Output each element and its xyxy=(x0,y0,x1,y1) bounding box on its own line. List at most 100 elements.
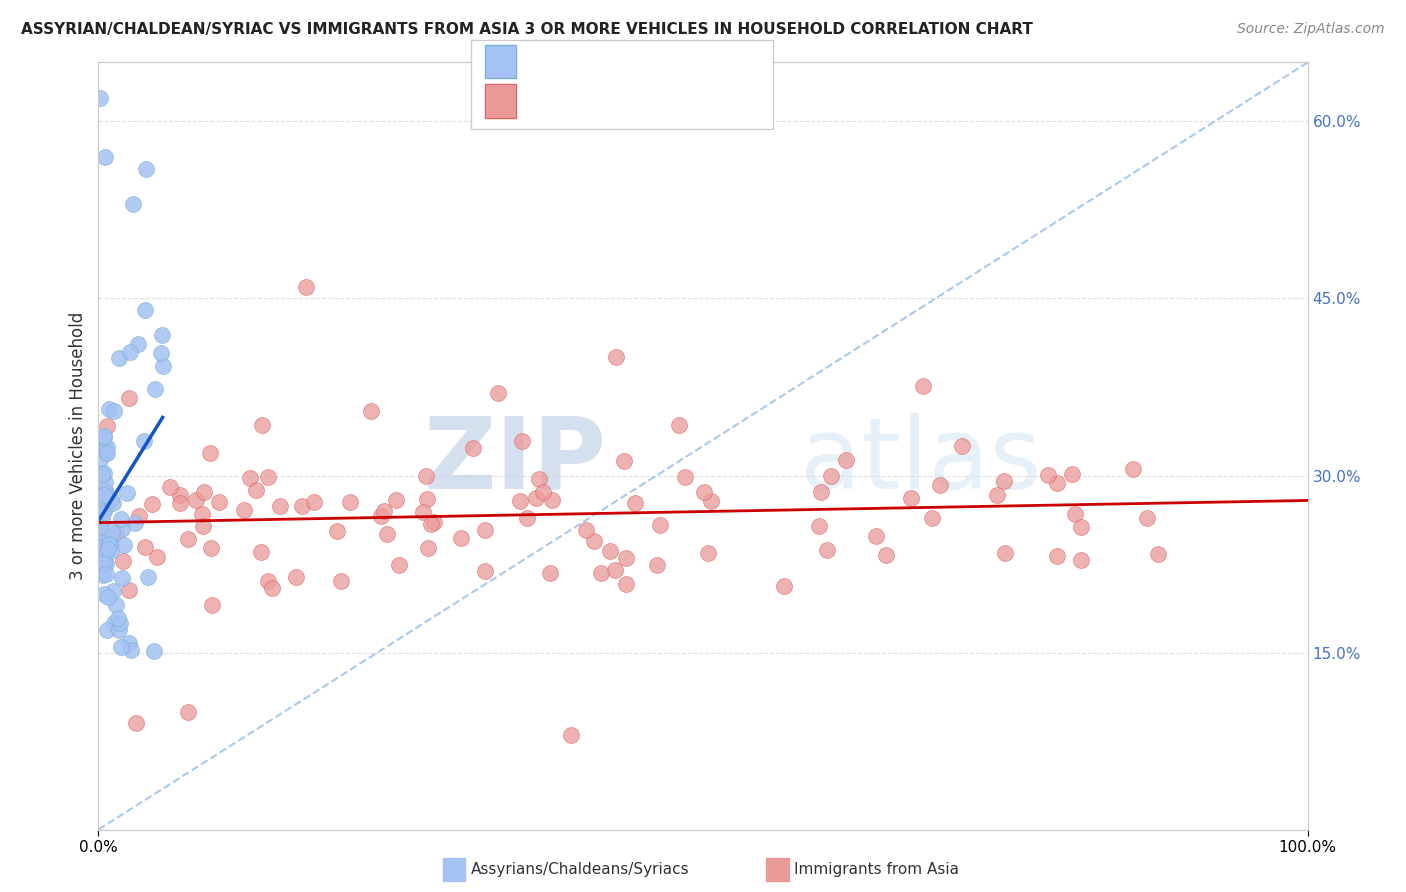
Point xyxy=(1046,549,1069,564)
Point xyxy=(921,511,943,525)
Point xyxy=(100,491,122,506)
Point xyxy=(613,453,636,467)
Point xyxy=(93,587,115,601)
Point xyxy=(89,91,111,105)
Point xyxy=(143,643,166,657)
Point xyxy=(510,434,533,449)
Point xyxy=(89,474,111,488)
Y-axis label: 3 or more Vehicles in Household: 3 or more Vehicles in Household xyxy=(69,312,87,580)
Point xyxy=(524,491,547,505)
Point xyxy=(420,516,443,531)
Point xyxy=(416,541,439,555)
Point xyxy=(91,567,114,582)
Point xyxy=(589,566,612,580)
Point xyxy=(875,548,897,562)
Point xyxy=(93,466,115,480)
Point xyxy=(474,564,496,578)
Point xyxy=(98,401,121,416)
Point xyxy=(177,533,200,547)
Point xyxy=(89,537,111,551)
Point xyxy=(89,525,111,540)
Text: R =  0.134   N =  80: R = 0.134 N = 80 xyxy=(527,54,682,69)
Point xyxy=(127,337,149,351)
Point xyxy=(262,581,284,595)
Point xyxy=(360,404,382,418)
Point xyxy=(90,513,112,527)
Point xyxy=(108,615,131,630)
Point xyxy=(193,485,215,500)
Point xyxy=(111,522,134,536)
Point xyxy=(509,493,531,508)
Point xyxy=(1064,507,1087,521)
Point xyxy=(169,488,191,502)
Point xyxy=(810,485,832,500)
Point xyxy=(186,493,208,508)
Point xyxy=(291,499,314,513)
Point xyxy=(295,279,318,293)
Point xyxy=(993,474,1015,488)
Point xyxy=(103,615,125,630)
Point xyxy=(111,554,134,568)
Point xyxy=(103,403,125,417)
Point xyxy=(90,504,112,518)
Point xyxy=(624,496,647,510)
Point xyxy=(1046,476,1069,491)
Point xyxy=(105,599,128,613)
Point xyxy=(118,635,141,649)
Point xyxy=(90,492,112,507)
Point xyxy=(96,590,118,604)
Point xyxy=(302,495,325,509)
Point xyxy=(135,161,157,176)
Point xyxy=(808,519,831,533)
Point xyxy=(693,484,716,499)
Point xyxy=(91,487,114,501)
Text: ASSYRIAN/CHALDEAN/SYRIAC VS IMMIGRANTS FROM ASIA 3 OR MORE VEHICLES IN HOUSEHOLD: ASSYRIAN/CHALDEAN/SYRIAC VS IMMIGRANTS F… xyxy=(21,22,1033,37)
Point xyxy=(388,558,411,572)
Point xyxy=(110,640,132,654)
Point xyxy=(134,303,156,318)
Point xyxy=(250,418,273,433)
Point xyxy=(94,442,117,456)
Point xyxy=(529,472,551,486)
Point xyxy=(191,518,214,533)
Point xyxy=(98,532,121,546)
Point xyxy=(104,525,127,540)
Point xyxy=(96,446,118,460)
Point xyxy=(93,553,115,567)
Point xyxy=(134,540,156,554)
Point xyxy=(650,518,672,533)
Point xyxy=(101,496,124,510)
Point xyxy=(450,531,472,545)
Point xyxy=(96,623,118,637)
Point xyxy=(541,493,564,508)
Point xyxy=(101,524,124,539)
Point xyxy=(107,611,129,625)
Point xyxy=(91,500,114,515)
Point xyxy=(108,351,131,365)
Point xyxy=(93,442,115,456)
Point xyxy=(111,571,134,585)
Point xyxy=(326,524,349,538)
Point xyxy=(673,470,696,484)
Point xyxy=(531,485,554,500)
Point xyxy=(191,507,214,521)
Point xyxy=(1036,468,1059,483)
Point xyxy=(415,491,437,506)
Point xyxy=(370,508,392,523)
Point xyxy=(614,576,637,591)
Point xyxy=(198,446,221,460)
Point xyxy=(89,533,111,547)
Point xyxy=(118,391,141,405)
Point xyxy=(93,430,115,444)
Point xyxy=(385,493,408,508)
Point xyxy=(668,417,690,432)
Point xyxy=(150,327,173,342)
Point xyxy=(412,505,434,519)
Point xyxy=(1070,520,1092,534)
Point xyxy=(100,544,122,558)
Point xyxy=(239,470,262,484)
Point xyxy=(1147,548,1170,562)
Point xyxy=(118,583,141,598)
Point xyxy=(93,488,115,502)
Point xyxy=(101,584,124,599)
